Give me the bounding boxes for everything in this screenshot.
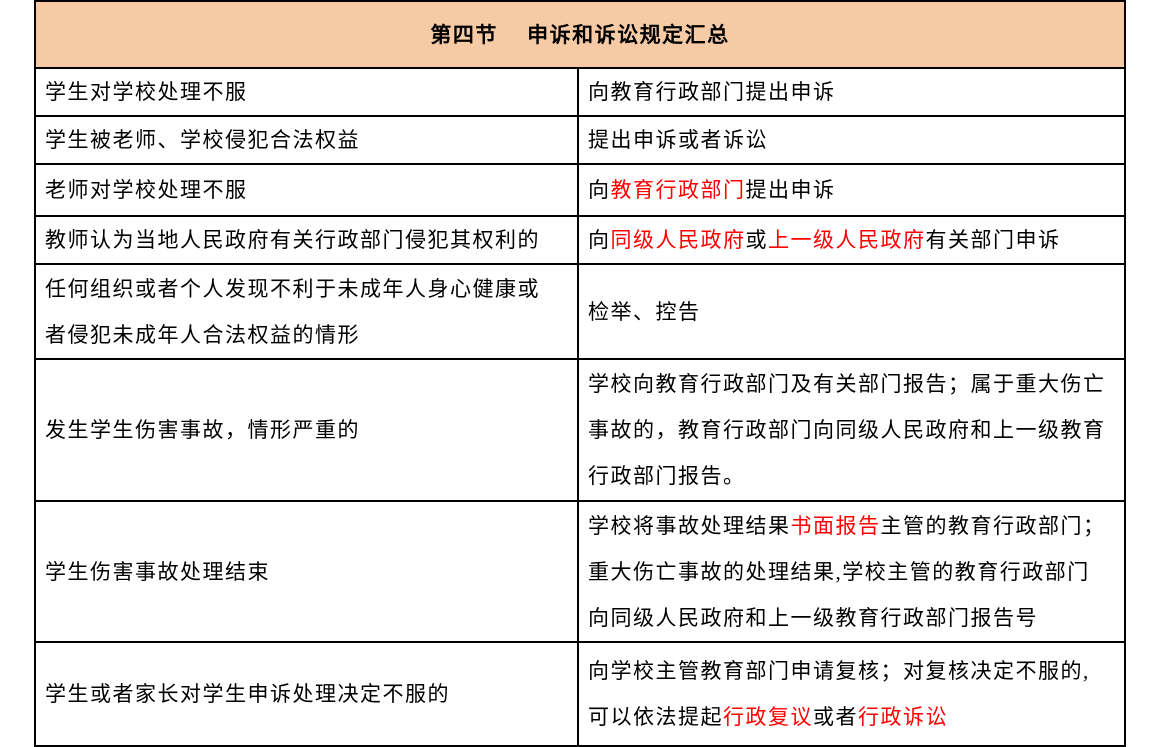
plain-text: 向 (588, 228, 611, 252)
plain-text: 或者 (813, 705, 858, 729)
plain-text: 提出申诉或者诉讼 (588, 128, 768, 152)
plain-text: 向学校主管教育部门申请复核；对复核决定不服的, 可以依法提起 (588, 659, 1090, 729)
situation-cell: 任何组织或者个人发现不利于未成年人身心健康或 者侵犯未成年人合法权益的情形 (34, 263, 579, 360)
plain-text: 学生对学校处理不服 (45, 80, 248, 104)
action-cell: 向同级人民政府或上一级人民政府有关部门申诉 (577, 215, 1126, 265)
plain-text: 向 (588, 178, 611, 202)
plain-text: 学生被老师、学校侵犯合法权益 (45, 128, 360, 152)
situation-cell: 学生被老师、学校侵犯合法权益 (34, 115, 579, 165)
situation-cell: 学生或者家长对学生申诉处理决定不服的 (34, 641, 579, 747)
table-row: 学生或者家长对学生申诉处理决定不服的 向学校主管教育部门申请复核；对复核决定不服的… (34, 641, 1126, 747)
situation-cell: 教师认为当地人民政府有关行政部门侵犯其权利的 (34, 215, 579, 265)
action-cell: 向学校主管教育部门申请复核；对复核决定不服的, 可以依法提起行政复议或者行政诉讼 (577, 641, 1126, 747)
action-cell: 学校将事故处理结果书面报告主管的教育行政部门； 重大伤亡事故的处理结果,学校主管… (577, 500, 1126, 643)
plain-text: 教师认为当地人民政府有关行政部门侵犯其权利的 (45, 228, 540, 252)
situation-cell: 老师对学校处理不服 (34, 163, 579, 217)
table-row: 教师认为当地人民政府有关行政部门侵犯其权利的 向同级人民政府或上一级人民政府有关部… (34, 215, 1126, 265)
plain-text: 主管的教育行政部门； 重大伤亡事故的处理结果,学校主管的教育行政部门 向同级人民… (588, 513, 1106, 630)
highlight-text: 行政诉讼 (858, 705, 948, 729)
table-row: 发生学生伤害事故，情形严重的 学校向教育行政部门及有关部门报告；属于重大伤亡 事故… (34, 358, 1126, 502)
highlight-text: 同级人民政府 (610, 228, 746, 252)
plain-text: 学校向教育行政部门及有关部门报告；属于重大伤亡 事故的，教育行政部门向同级人民政… (588, 372, 1106, 488)
plain-text: 向教育行政部门提出申诉 (588, 80, 836, 104)
table-row: 学生对学校处理不服 向教育行政部门提出申诉 (34, 67, 1126, 117)
plain-text: 任何组织或者个人发现不利于未成年人身心健康或 者侵犯未成年人合法权益的情形 (45, 276, 540, 347)
plain-text: 学校将事故处理结果 (588, 513, 791, 538)
plain-text: 检举、控告 (588, 299, 701, 324)
action-cell: 向教育行政部门提出申诉 (577, 163, 1126, 217)
plain-text: 学生伤害事故处理结束 (45, 559, 270, 584)
table-header-row: 第四节 申诉和诉讼规定汇总 (34, 0, 1126, 69)
situation-cell: 学生伤害事故处理结束 (34, 500, 579, 643)
table-row: 任何组织或者个人发现不利于未成年人身心健康或 者侵犯未成年人合法权益的情形 检举、… (34, 263, 1126, 360)
highlight-text: 教育行政部门 (610, 178, 746, 202)
plain-text: 提出申诉 (745, 178, 836, 202)
rules-table-body: 学生对学校处理不服 向教育行政部门提出申诉 学生被老师、学校侵犯合法权益 提出申诉或者… (34, 67, 1126, 747)
table-row: 学生被老师、学校侵犯合法权益 提出申诉或者诉讼 (34, 115, 1126, 165)
highlight-text: 书面报告 (790, 513, 881, 538)
situation-cell: 发生学生伤害事故，情形严重的 (34, 358, 579, 502)
plain-text: 有关部门申诉 (925, 228, 1061, 252)
highlight-text: 上一级人民政府 (768, 228, 926, 252)
appeal-rules-table: 第四节 申诉和诉讼规定汇总 学生对学校处理不服 向教育行政部门提出申诉 学生被老师、… (34, 0, 1126, 747)
plain-text: 学生或者家长对学生申诉处理决定不服的 (45, 682, 450, 706)
plain-text: 或 (745, 228, 768, 252)
action-cell: 检举、控告 (577, 263, 1126, 360)
action-cell: 向教育行政部门提出申诉 (577, 67, 1126, 117)
action-cell: 学校向教育行政部门及有关部门报告；属于重大伤亡 事故的，教育行政部门向同级人民政… (577, 358, 1126, 502)
table-row: 老师对学校处理不服 向教育行政部门提出申诉 (34, 163, 1126, 217)
plain-text: 发生学生伤害事故，情形严重的 (45, 418, 360, 442)
situation-cell: 学生对学校处理不服 (34, 67, 579, 117)
plain-text: 老师对学校处理不服 (45, 178, 248, 202)
action-cell: 提出申诉或者诉讼 (577, 115, 1126, 165)
table-row: 学生伤害事故处理结束 学校将事故处理结果书面报告主管的教育行政部门； 重大伤亡事故… (34, 500, 1126, 643)
table-title: 第四节 申诉和诉讼规定汇总 (34, 0, 1126, 69)
highlight-text: 行政复议 (723, 705, 813, 729)
